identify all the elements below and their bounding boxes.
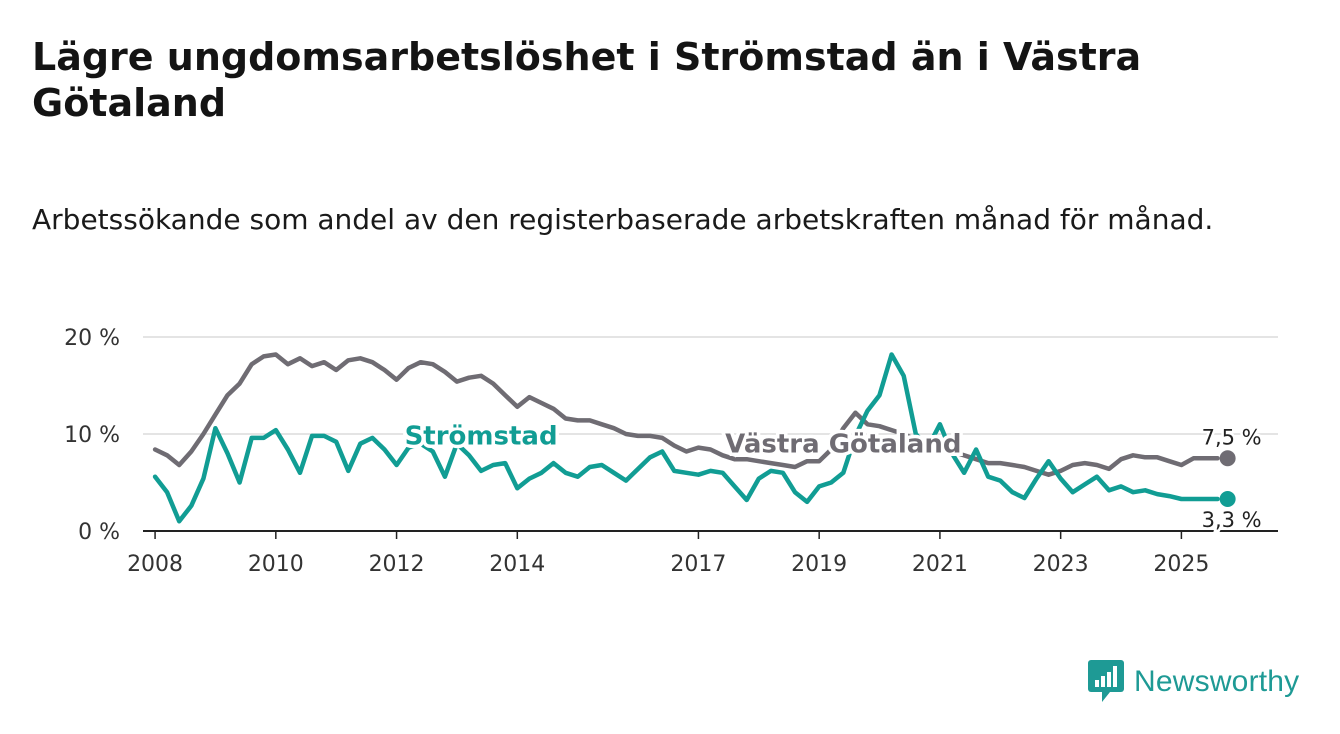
series-line-vastra-gotaland: [152, 352, 1220, 477]
gridlines: [143, 336, 1278, 435]
x-tick-label: 2014: [489, 552, 545, 577]
x-tick-label: 2012: [369, 552, 425, 577]
series-lines: [152, 352, 1236, 524]
series-name-label-vastra-gotaland: Västra Götaland: [725, 429, 961, 459]
series-end-point-vastra-gotaland: [1219, 450, 1236, 467]
series-line-stromstad: [152, 352, 1220, 524]
y-tick-label: 0 %: [78, 520, 120, 545]
x-tick-label: 2025: [1153, 552, 1209, 577]
series-end-value-stromstad: 3,3 %: [1202, 508, 1262, 532]
x-tick-label: 2023: [1033, 552, 1089, 577]
x-tick-label: 2008: [127, 552, 183, 577]
chart-title: Lägre ungdomsarbetslöshet i Strömstad än…: [32, 35, 1142, 125]
x-axis: 2008 2010 2012 2014 2017 2019 2021 2023 2025: [127, 530, 1278, 577]
line-chart: 0 % 10 % 20 % 2008 2010 2012 2014 2017 2019 2021…: [64, 326, 1278, 577]
series-labels: 7,5 % Västra Götaland 3,3 % Strömstad: [401, 418, 1264, 534]
series-end-point-stromstad: [1219, 490, 1236, 507]
chart-bubble-icon: [1088, 660, 1124, 702]
x-tick-label: 2010: [248, 552, 304, 577]
x-tick-label: 2021: [912, 552, 968, 577]
y-tick-label: 20 %: [64, 326, 120, 351]
x-tick-label: 2019: [791, 552, 847, 577]
series-name-label-stromstad: Strömstad: [405, 422, 558, 452]
x-tick-label: 2017: [670, 552, 726, 577]
y-axis-ticks: 0 % 10 % 20 %: [64, 326, 120, 545]
y-tick-label: 10 %: [64, 423, 120, 448]
brand-name: Newsworthy: [1134, 665, 1300, 698]
brand-logo: Newsworthy: [1088, 660, 1299, 704]
series-end-value-vastra-gotaland: 7,5 %: [1202, 425, 1262, 449]
chart-subtitle: Arbetssökande som andel av den registerb…: [32, 203, 1214, 236]
